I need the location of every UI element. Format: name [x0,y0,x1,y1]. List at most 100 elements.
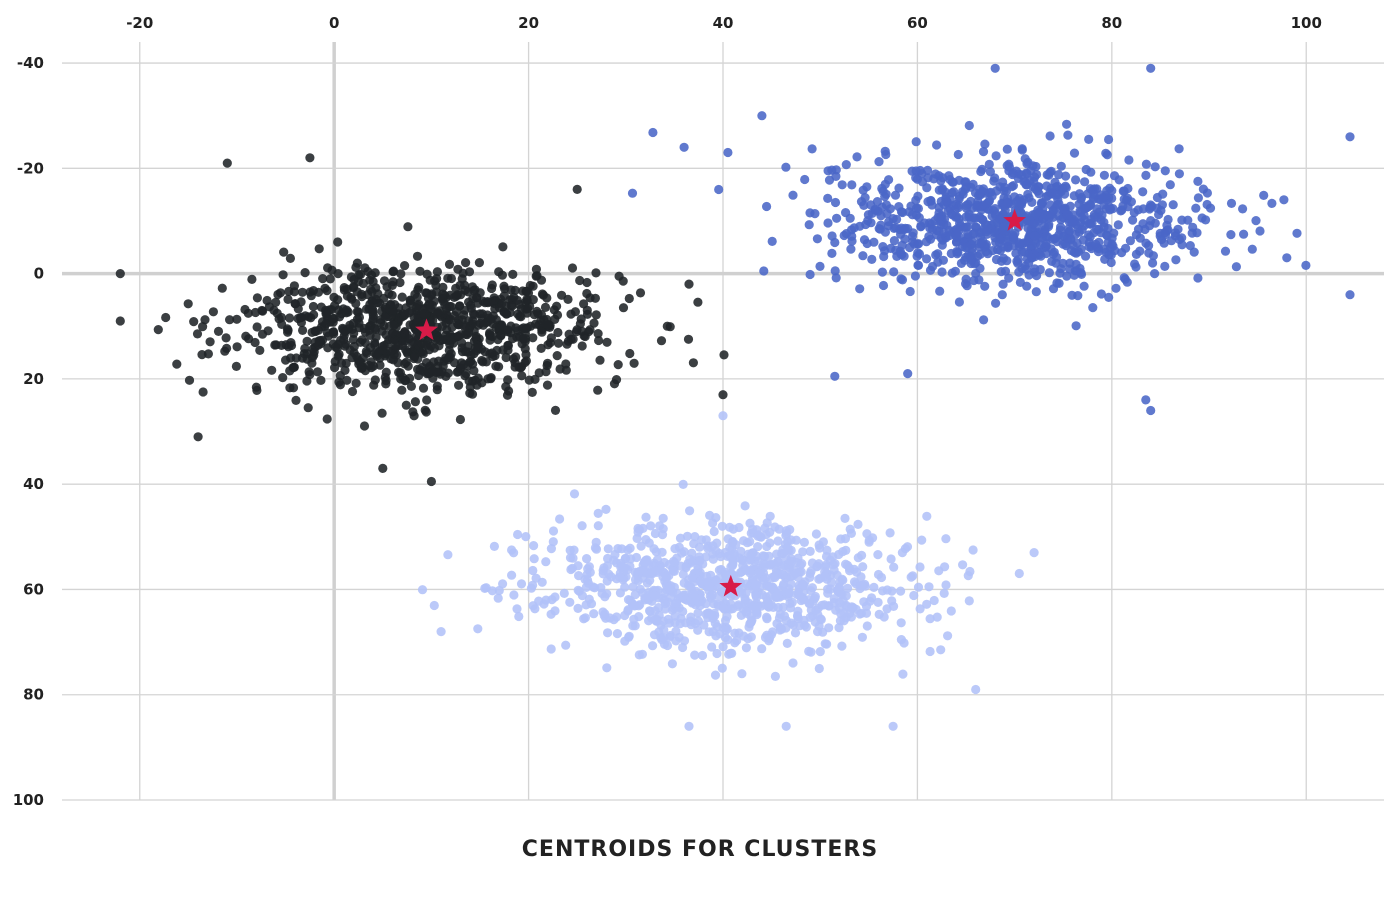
data-point [737,669,747,679]
data-point [445,352,455,362]
data-point [704,627,714,637]
data-point [318,274,328,284]
data-point [1056,222,1066,232]
data-point [483,374,493,384]
data-point [1061,171,1071,181]
data-point [316,375,326,385]
data-point [801,622,812,632]
data-point [328,314,338,324]
data-point [775,609,785,619]
data-point [387,290,397,300]
data-point [956,258,967,268]
data-point [1022,159,1032,169]
data-point [961,203,972,213]
data-point [898,669,908,679]
data-point [717,663,727,673]
data-point [529,541,539,551]
data-point [784,588,794,598]
data-point [453,331,463,341]
data-point [485,328,495,338]
data-point [941,580,951,590]
data-point [879,612,889,622]
data-point [305,287,315,297]
data-point [714,573,724,584]
data-point [1146,216,1156,226]
data-point [697,650,708,661]
data-point [665,584,675,594]
data-point [766,600,776,610]
data-point [400,376,410,386]
data-point [924,582,934,592]
data-point [969,275,979,286]
data-point [1000,266,1011,276]
data-point [421,288,431,298]
data-point [514,611,524,622]
data-point [858,251,868,261]
data-point [257,329,268,339]
data-point [885,528,895,538]
data-point [1078,235,1088,245]
data-point [936,645,946,655]
data-point [1113,220,1123,230]
data-point [915,165,925,176]
data-point [857,550,867,561]
data-point [649,591,660,601]
data-point [466,303,476,313]
data-point [1024,270,1034,280]
data-point [760,632,771,643]
data-point [828,560,838,570]
data-point [323,331,333,341]
data-point [593,329,603,339]
data-point [540,302,551,312]
data-point [1044,268,1054,278]
data-point [516,312,526,322]
data-point [421,407,431,417]
data-point [723,147,733,158]
data-point [1267,198,1277,208]
data-point [730,628,740,638]
data-point [1145,204,1155,214]
data-point [741,565,752,576]
data-point [806,586,816,596]
data-point [939,588,949,599]
data-point [831,273,841,283]
data-point [748,524,758,534]
data-point [1166,236,1176,246]
data-point [938,235,948,245]
data-point [1007,182,1017,192]
data-point [582,575,593,585]
data-point [550,314,560,324]
data-point [1074,189,1085,199]
data-point [896,207,907,217]
data-point [537,327,547,337]
data-point [325,274,335,284]
data-point [857,632,868,642]
data-point [444,259,455,269]
data-point [401,400,411,410]
data-point [845,213,855,223]
data-point [203,349,213,359]
data-point [794,590,804,600]
data-point [648,641,658,651]
data-point [762,612,772,622]
x-tick-label: 60 [907,14,928,32]
data-point [971,684,981,695]
data-point [950,205,960,215]
data-point [645,606,655,617]
data-point [720,569,731,580]
data-point [351,298,361,309]
data-point [205,337,215,347]
data-point [1187,228,1197,238]
data-point [630,621,640,631]
data-point [314,244,324,254]
data-point [585,293,595,303]
data-point [358,278,368,289]
data-point [723,534,733,544]
data-point [1146,63,1156,73]
data-point [841,160,851,170]
data-point [579,299,589,309]
data-point [924,231,934,242]
data-point [297,287,308,297]
data-point [534,320,544,330]
data-point [820,571,830,582]
